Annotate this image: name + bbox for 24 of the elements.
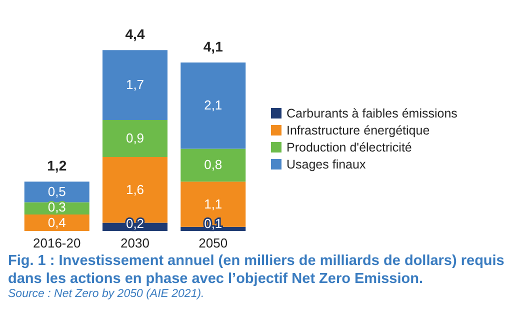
text: Fig. 1 : Investissement annuel (en milliers de milliards de dollars) requis dans les actions en phase avec l’objectif Net Zero Emission. (8, 252, 506, 288)
data-label: 0,4 (48, 214, 66, 230)
total-label: 4,1 (203, 38, 224, 54)
data-label: 1,7 (126, 77, 144, 92)
data-label: 0,8 (204, 157, 222, 172)
data-label: 1,6 (126, 182, 144, 197)
legend-label: Usages finaux (286, 157, 366, 172)
bar (102, 120, 168, 157)
legend-label: Carburants à faibles émissions (286, 106, 458, 120)
x-tick-label: 2016-20 (33, 236, 81, 250)
data-label: 0,3 (48, 200, 66, 215)
legend-label: Production d'électricité (286, 140, 412, 154)
x-tick-label: 2030 (120, 236, 150, 250)
data-label: 0,9 (126, 130, 144, 146)
total-label: 4,4 (125, 26, 145, 42)
legend-label: Infrastructure énergétique (286, 123, 430, 138)
data-label: 2,1 (204, 98, 222, 113)
bar (102, 50, 168, 120)
data-label: 0,5 (48, 184, 66, 199)
total-label: 1,2 (47, 158, 67, 174)
source-note: Source : Net Zero by 2050 (AIE 2021). (8, 288, 206, 300)
bar (180, 62, 246, 149)
x-tick-label: 2050 (198, 236, 228, 250)
data-label: 1,1 (204, 196, 222, 212)
